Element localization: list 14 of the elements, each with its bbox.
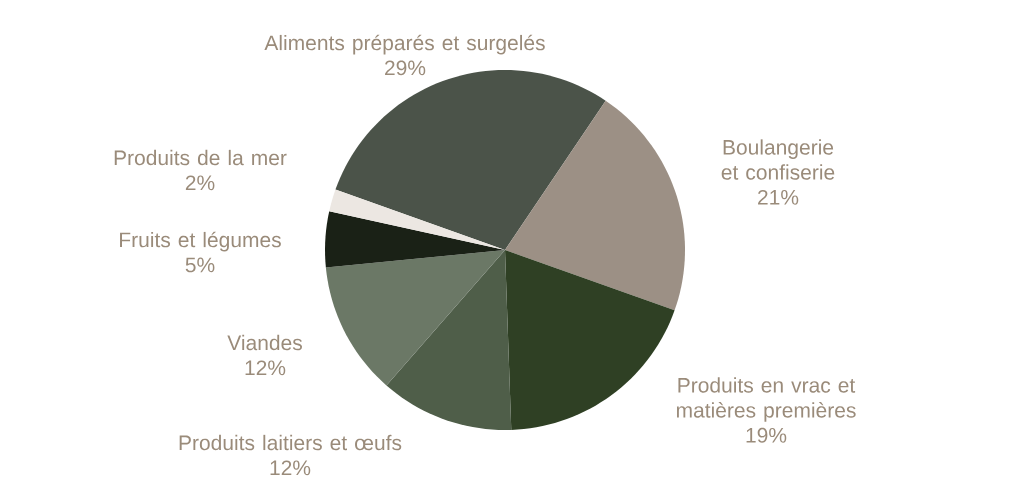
slice-label: Boulangerie et confiserie xyxy=(721,139,835,180)
slice-label: Produits en vrac et matières premières xyxy=(676,377,856,422)
data-label: 29% xyxy=(385,60,426,76)
slice-label: Fruits et légumes xyxy=(120,231,281,252)
data-label: 2% xyxy=(185,175,215,191)
data-label: 5% xyxy=(185,257,215,273)
data-label: 21% xyxy=(758,189,799,205)
slice-label: Produits de la mer xyxy=(114,149,287,166)
data-label: 12% xyxy=(245,360,286,376)
slice-label: Aliments préparés et surgelés xyxy=(264,34,545,55)
data-label: 12% xyxy=(270,460,311,476)
slice-label: Viandes xyxy=(227,334,302,351)
data-label: 19% xyxy=(746,427,787,443)
slice-label: Produits laitiers et œufs xyxy=(179,434,402,451)
